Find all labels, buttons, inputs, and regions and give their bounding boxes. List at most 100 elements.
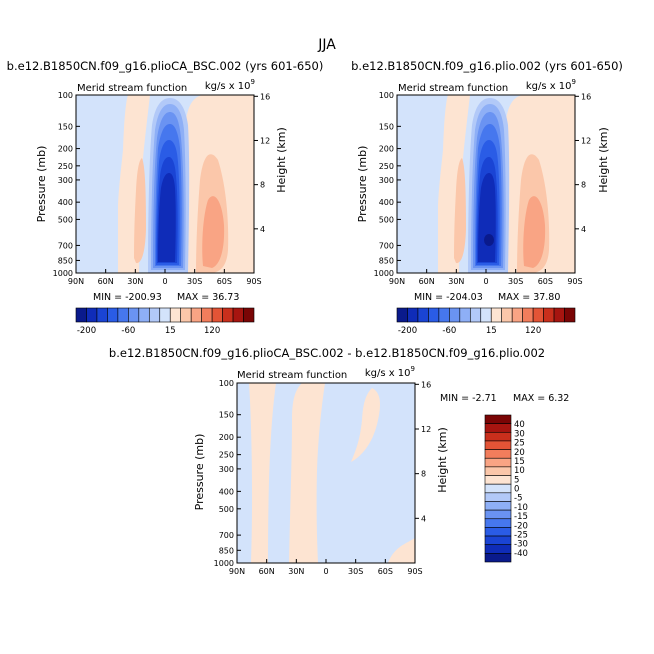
y2-tick-label: 8 xyxy=(421,470,426,479)
y2-tick-label: 4 xyxy=(260,225,265,234)
panel-2-left-title: Merid stream function xyxy=(398,83,508,94)
panel-diff-y2label: Height (km) xyxy=(436,427,449,493)
colorbar-label: -5 xyxy=(514,494,522,504)
colorbar-swatch xyxy=(522,307,534,323)
colorbar-swatch xyxy=(117,307,129,323)
colorbar-swatch xyxy=(484,475,512,485)
colorbar-swatch xyxy=(86,307,98,323)
colorbar-swatch xyxy=(449,307,461,323)
colorbar-swatch xyxy=(484,466,512,476)
panel-1-max: MAX = 36.73 xyxy=(177,292,239,303)
colorbar-swatch xyxy=(128,307,140,323)
colorbar-label: 15 xyxy=(486,326,497,336)
colorbar-swatch xyxy=(484,535,512,546)
colorbar-label: -200 xyxy=(398,326,417,336)
colorbar-swatch xyxy=(469,307,482,323)
colorbar-swatch xyxy=(511,307,523,323)
y-tick-label: 850 xyxy=(379,256,394,265)
x-tick-label: 30N xyxy=(448,277,464,286)
colorbar-label: -30 xyxy=(514,540,528,550)
y-tick-label: 500 xyxy=(58,215,73,224)
colorbar-label: 30 xyxy=(514,429,525,439)
colorbar-label: 15 xyxy=(165,326,176,336)
y-tick-label: 400 xyxy=(379,198,394,207)
x-tick-label: 30N xyxy=(288,567,304,576)
panel-2: b.e12.B1850CN.f09_g16.plio.002 (yrs 601-… xyxy=(351,59,623,336)
colorbar-swatch xyxy=(484,449,512,459)
colorbar-label: 120 xyxy=(204,326,220,336)
panel-2-units: kg/s x 109 xyxy=(526,78,576,92)
colorbar-swatch xyxy=(484,518,512,528)
colorbar-swatch xyxy=(232,307,244,323)
colorbar-swatch xyxy=(107,307,119,323)
panel-2-contours xyxy=(397,95,575,273)
colorbar-swatch xyxy=(484,527,512,537)
x-tick-label: 60S xyxy=(217,277,232,286)
y-tick-label: 1000 xyxy=(53,269,73,278)
panel-1-min: MIN = -200.93 xyxy=(93,292,162,303)
colorbar-label: -60 xyxy=(442,326,456,336)
colorbar-label: -60 xyxy=(121,326,135,336)
colorbar-swatch xyxy=(490,307,503,323)
colorbar-swatch xyxy=(407,307,419,323)
colorbar-label: 120 xyxy=(525,326,541,336)
panel-diff-max: MAX = 6.32 xyxy=(513,393,569,404)
panel-1-case-title: b.e12.B1850CN.f09_g16.plioCA_BSC.002 (yr… xyxy=(7,59,324,73)
colorbar-swatch xyxy=(428,307,440,323)
y-tick-label: 1000 xyxy=(374,269,394,278)
panel-1-left-title: Merid stream function xyxy=(77,83,187,94)
panel-2-y2label: Height (km) xyxy=(597,127,610,193)
x-tick-label: 90S xyxy=(567,277,582,286)
colorbar-label: -15 xyxy=(514,512,528,522)
colorbar-swatch xyxy=(190,307,202,323)
colorbar-swatch xyxy=(75,307,87,323)
colorbar-swatch xyxy=(180,307,192,323)
panel-2-ylabel: Pressure (mb) xyxy=(356,146,369,223)
colorbar-swatch xyxy=(484,457,512,468)
colorbar-label: -25 xyxy=(514,530,528,540)
colorbar-swatch xyxy=(417,307,429,323)
y-tick-label: 100 xyxy=(58,91,73,100)
panel-diff-case-title: b.e12.B1850CN.f09_g16.plioCA_BSC.002 - b… xyxy=(109,346,545,360)
panel-diff-ylabel: Pressure (mb) xyxy=(193,434,206,511)
y-tick-label: 200 xyxy=(219,433,234,442)
x-tick-label: 90N xyxy=(389,277,405,286)
colorbar-swatch xyxy=(159,307,171,323)
x-tick-label: 90N xyxy=(229,567,245,576)
y2-tick-label: 8 xyxy=(260,181,265,190)
colorbar-label: 10 xyxy=(514,466,525,476)
y2-tick-label: 4 xyxy=(581,225,586,234)
colorbar-label: 40 xyxy=(514,420,525,430)
y-tick-label: 300 xyxy=(58,176,73,185)
colorbar-swatch xyxy=(564,307,576,323)
colorbar-label: 25 xyxy=(514,439,525,449)
x-tick-label: 90S xyxy=(407,567,422,576)
colorbar-label: 0 xyxy=(514,485,519,495)
y-tick-label: 100 xyxy=(379,91,394,100)
y-tick-label: 300 xyxy=(379,176,394,185)
y-tick-label: 700 xyxy=(58,241,73,250)
y-tick-label: 150 xyxy=(379,122,394,131)
panel-2-colorbar: -200 -60 15 120 xyxy=(396,307,576,336)
colorbar-swatch xyxy=(484,501,512,511)
colorbar-label: 5 xyxy=(514,475,519,485)
x-tick-label: 30S xyxy=(187,277,202,286)
colorbar-swatch xyxy=(138,307,150,323)
panel-2-max: MAX = 37.80 xyxy=(498,292,560,303)
panel-1-ylabel: Pressure (mb) xyxy=(35,146,48,223)
y2-tick-label: 4 xyxy=(421,514,426,523)
y2-tick-label: 12 xyxy=(421,425,431,434)
y2-tick-label: 16 xyxy=(581,92,591,101)
y-tick-label: 850 xyxy=(219,546,234,555)
colorbar-swatch xyxy=(484,553,512,563)
y2-tick-label: 12 xyxy=(260,136,270,145)
x-tick-label: 90S xyxy=(246,277,261,286)
x-tick-label: 0 xyxy=(162,277,167,286)
colorbar-swatch xyxy=(484,440,512,450)
colorbar-swatch xyxy=(480,307,492,323)
y2-tick-label: 16 xyxy=(260,92,270,101)
panel-2-case-title: b.e12.B1850CN.f09_g16.plio.002 (yrs 601-… xyxy=(351,59,623,73)
colorbar-swatch xyxy=(201,307,213,323)
colorbar-label: -20 xyxy=(514,521,528,531)
